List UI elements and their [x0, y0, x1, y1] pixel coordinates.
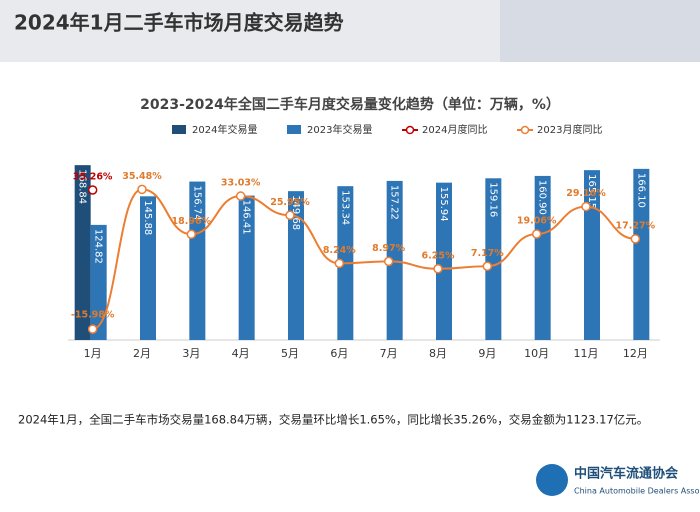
- bar-value-label: 124.82: [93, 229, 104, 264]
- x-tick-label: 5月: [281, 347, 299, 360]
- line-value-label: 8.24%: [323, 245, 356, 256]
- bar: [633, 168, 650, 340]
- bar-value-label: 168.84: [77, 169, 88, 204]
- legend-swatch: [405, 125, 415, 135]
- line-marker: [630, 234, 641, 244]
- bar-value-label: 157.22: [389, 185, 400, 220]
- bar-value-label: 155.94: [438, 187, 449, 222]
- line-value-label: 17.27%: [616, 220, 656, 231]
- x-tick-label: 4月: [232, 347, 250, 360]
- line-value-label: -15.98%: [71, 310, 115, 321]
- logo-english: China Automobile Dealers Association: [574, 487, 700, 496]
- bar-value-label: 156.74: [191, 186, 202, 221]
- chart-title: 2023-2024年全国二手车月度交易量变化趋势（单位：万辆，%）: [140, 96, 560, 113]
- bar: [584, 170, 600, 340]
- legend-swatch: [287, 125, 301, 134]
- legend-label: 2024月度同比: [422, 123, 487, 136]
- line-value-label: 35.48%: [122, 171, 162, 182]
- line-marker: [531, 229, 542, 239]
- bar-value-label: 146.41: [241, 200, 252, 235]
- x-tick-label: 6月: [330, 347, 348, 360]
- bar-value-label: 153.34: [339, 190, 350, 225]
- bar-value-label: 166.10: [635, 173, 646, 208]
- x-tick-label: 12月: [623, 347, 648, 360]
- bar: [288, 191, 304, 340]
- line-marker: [285, 210, 295, 221]
- line-marker: [482, 261, 493, 272]
- line-marker: [137, 184, 147, 195]
- line-value-label: 29.16%: [566, 188, 606, 199]
- bar: [140, 196, 156, 340]
- logo-name: 中国汽车流通协会: [574, 466, 679, 482]
- bar-value-label: 160.90: [537, 180, 548, 215]
- bar: [485, 178, 502, 340]
- line-value-label: 25.95%: [270, 197, 310, 208]
- line: [92, 188, 636, 331]
- line-value-label: 19.06%: [517, 215, 557, 226]
- x-tick-label: 2月: [133, 347, 151, 360]
- line-marker: [186, 229, 197, 240]
- line-value-label: 35.26%: [73, 172, 113, 183]
- x-tick-label: 1月: [84, 347, 102, 360]
- line-value-label: 7.17%: [471, 248, 504, 259]
- line-marker: [235, 191, 246, 201]
- bar: [74, 165, 91, 340]
- legend-swatch: [172, 125, 186, 134]
- bar: [436, 182, 452, 340]
- bar-value-label: 149.68: [290, 195, 301, 230]
- bar-value-label: 145.88: [142, 200, 153, 235]
- bar: [189, 181, 206, 340]
- line-value-label: 18.96%: [172, 216, 212, 227]
- legend-swatch: [520, 125, 530, 135]
- bar-value-label: 165.15: [586, 174, 597, 209]
- logo-icon: [536, 464, 568, 496]
- bar: [90, 224, 107, 340]
- x-tick-label: 9月: [478, 347, 496, 360]
- legend-label: 2023月度同比: [537, 123, 602, 136]
- header-title: 2024年1月二手车市场月度交易趋势: [14, 11, 344, 35]
- x-tick-label: 7月: [380, 347, 398, 360]
- line-value-label: 8.97%: [372, 243, 405, 254]
- bar: [534, 175, 551, 340]
- x-tick-label: 10月: [524, 347, 549, 360]
- x-tick-label: 11月: [574, 347, 599, 360]
- legend-label: 2024年交易量: [192, 123, 257, 136]
- line-marker: [334, 258, 345, 269]
- line-marker: [87, 185, 98, 195]
- bar: [386, 180, 403, 340]
- bar: [238, 195, 255, 340]
- line-marker: [433, 264, 443, 274]
- line-value-label: 33.03%: [221, 178, 261, 189]
- bar-value-label: 159.16: [487, 182, 498, 217]
- line-marker: [87, 324, 98, 334]
- note: 2024年1月，全国二手车市场交易量168.84万辆，交易量环比增长1.65%，…: [18, 413, 648, 427]
- line-marker: [581, 201, 591, 212]
- line-value-label: 6.25%: [422, 250, 455, 261]
- legend-label: 2023年交易量: [307, 123, 372, 136]
- x-tick-label: 3月: [182, 347, 200, 360]
- line-marker: [383, 256, 394, 267]
- header-decor: [500, 0, 700, 62]
- x-tick-label: 8月: [429, 347, 447, 360]
